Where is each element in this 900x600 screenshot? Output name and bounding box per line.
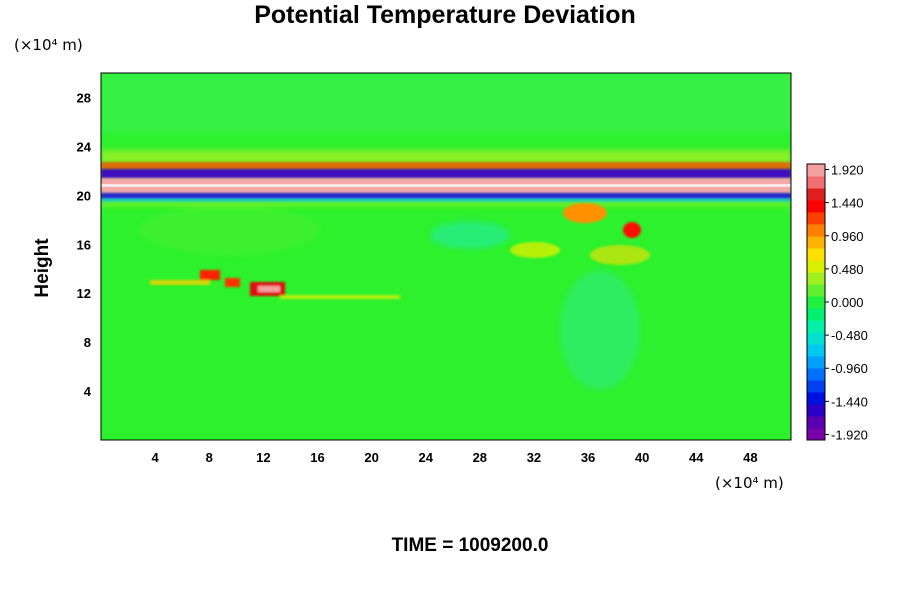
orange-band <box>101 162 791 170</box>
cool-plume <box>560 270 640 390</box>
warm-patch-left <box>140 205 320 255</box>
ripple-zone <box>101 150 791 164</box>
y-tick-label: 20 <box>77 188 91 203</box>
x-tick-label: 20 <box>364 450 378 465</box>
time-annotation: TIME = 1009200.0 <box>392 535 549 556</box>
colorbar-swatch <box>807 392 825 405</box>
colorbar-swatch <box>807 356 825 369</box>
x-tick-label: 40 <box>635 450 649 465</box>
x-axis-unit: (×10⁴ m) <box>715 474 784 492</box>
colorbar-swatch <box>807 260 825 273</box>
x-tick-label: 12 <box>256 450 270 465</box>
colorbar-swatch <box>807 296 825 309</box>
heatmap-field <box>101 73 791 440</box>
x-tick-label: 48 <box>743 450 757 465</box>
colorbar-swatch <box>807 428 825 441</box>
colorbar-swatch <box>807 284 825 297</box>
colorbar <box>806 163 826 441</box>
x-tick-label: 8 <box>206 450 213 465</box>
colorbar-tick-label: -0.960 <box>831 361 868 376</box>
y-tick-label: 8 <box>84 335 91 350</box>
colorbar-swatch <box>807 308 825 321</box>
colorbar-swatch <box>807 344 825 357</box>
x-tick-label: 4 <box>152 450 160 465</box>
x-tick-label: 24 <box>418 450 433 465</box>
warm-filaments <box>150 270 400 299</box>
colorbar-tick-label: 0.480 <box>831 262 864 277</box>
colorbar-tick-label: 1.920 <box>831 163 864 178</box>
colorbar-tick-label: 0.960 <box>831 229 864 244</box>
colorbar-tick-label: 1.440 <box>831 196 864 211</box>
x-tick-label: 32 <box>527 450 541 465</box>
plot-frame <box>100 72 792 441</box>
y-tick-labels: 4 8 12 16 20 24 28 <box>77 90 92 399</box>
y-tick-label: 24 <box>77 139 92 154</box>
colorbar-swatch <box>807 188 825 201</box>
cool-patch <box>430 221 510 249</box>
colorbar-swatch <box>807 404 825 417</box>
colorbar-swatch <box>807 380 825 393</box>
x-tick-label: 44 <box>689 450 704 465</box>
colorbar-swatch <box>807 164 825 177</box>
warm-band-core <box>101 184 791 187</box>
field-background <box>101 73 791 440</box>
colorbar-swatch <box>807 212 825 225</box>
colorbar-swatch <box>807 416 825 429</box>
colorbar-swatch <box>807 200 825 213</box>
colorbar-swatch <box>807 248 825 261</box>
y-axis-label: Height <box>32 238 53 298</box>
colorbar-swatch <box>807 176 825 189</box>
colorbar-tick-label: 0.000 <box>831 295 864 310</box>
x-tick-label: 16 <box>310 450 324 465</box>
colorbar-tick-label: -1.920 <box>831 427 868 442</box>
y-tick-label: 28 <box>77 90 91 105</box>
colorbar-swatch <box>807 224 825 237</box>
upper-wash <box>101 73 791 133</box>
y-tick-label: 12 <box>77 286 91 301</box>
colorbar-swatch <box>807 332 825 345</box>
x-tick-label: 36 <box>581 450 595 465</box>
cold-band-lower <box>101 193 791 199</box>
colorbar-swatch <box>807 320 825 333</box>
cold-band-upper <box>101 169 791 179</box>
colorbar-tick-labels: 1.920 1.440 0.960 0.480 0.000 -0.480 -0.960 -1.… <box>825 163 868 442</box>
y-axis-unit: (×10⁴ m) <box>14 36 83 54</box>
y-tick-label: 16 <box>77 237 91 252</box>
colorbar-tick-label: -1.440 <box>831 394 868 409</box>
x-tick-labels: 4 8 12 16 20 24 28 32 36 40 44 48 <box>152 450 758 465</box>
cyan-edge <box>101 198 791 202</box>
colorbar-swatch <box>807 272 825 285</box>
colorbar-tick-label: -0.480 <box>831 328 868 343</box>
y-tick-label: 4 <box>84 384 92 399</box>
colorbar-swatch <box>807 236 825 249</box>
chart-title: Potential Temperature Deviation <box>254 1 636 29</box>
warm-eddies <box>510 203 650 265</box>
x-tick-label: 28 <box>473 450 487 465</box>
colorbar-swatch <box>807 368 825 381</box>
